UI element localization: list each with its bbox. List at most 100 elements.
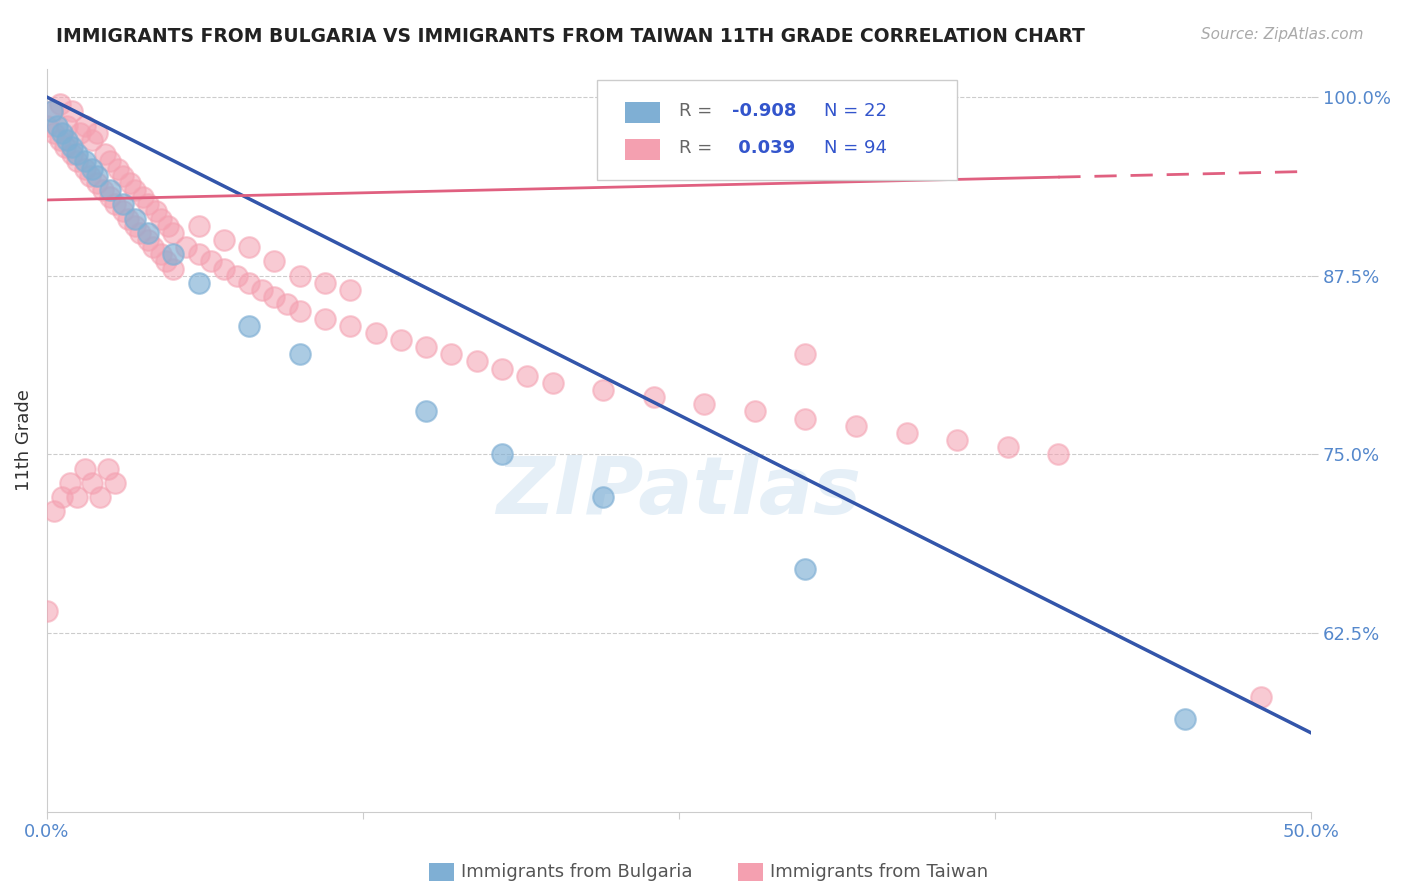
Point <box>60 140 83 154</box>
Point <box>794 411 817 425</box>
Point <box>89 490 111 504</box>
Point <box>491 361 513 376</box>
Point <box>162 226 184 240</box>
Point <box>187 247 209 261</box>
Point <box>174 240 197 254</box>
Point <box>136 226 159 240</box>
Point <box>66 154 89 169</box>
Text: Source: ZipAtlas.com: Source: ZipAtlas.com <box>1201 27 1364 42</box>
Point <box>415 340 437 354</box>
Point <box>91 183 114 197</box>
Text: N = 94: N = 94 <box>824 139 887 157</box>
Point <box>1250 690 1272 705</box>
Point <box>541 376 564 390</box>
Point <box>48 133 70 147</box>
FancyBboxPatch shape <box>598 79 957 180</box>
Point <box>98 190 121 204</box>
Point <box>56 119 79 133</box>
Point <box>794 347 817 361</box>
Point <box>288 304 311 318</box>
Point <box>120 176 142 190</box>
Point <box>82 161 104 176</box>
Point <box>693 397 716 411</box>
Point <box>60 104 83 119</box>
Point <box>97 461 120 475</box>
Point <box>225 268 247 283</box>
Point <box>104 475 127 490</box>
Point <box>51 490 73 504</box>
Point <box>145 204 167 219</box>
Point <box>389 333 412 347</box>
Point <box>69 126 91 140</box>
Point <box>415 404 437 418</box>
Point <box>73 154 96 169</box>
Point <box>44 504 66 518</box>
Point <box>73 161 96 176</box>
Point <box>896 425 918 440</box>
Point <box>82 475 104 490</box>
Point <box>314 311 336 326</box>
Point <box>86 126 108 140</box>
Point <box>276 297 298 311</box>
Point <box>98 154 121 169</box>
Text: N = 22: N = 22 <box>824 102 887 120</box>
Text: ZIPatlas: ZIPatlas <box>496 453 862 531</box>
Point <box>288 268 311 283</box>
Point <box>136 233 159 247</box>
Point <box>66 147 89 161</box>
Point <box>263 254 285 268</box>
Point <box>339 318 361 333</box>
Point <box>187 219 209 233</box>
Point <box>465 354 488 368</box>
Point <box>212 233 235 247</box>
Point <box>51 126 73 140</box>
Bar <box>624 102 659 123</box>
Bar <box>624 139 659 160</box>
Text: 0.039: 0.039 <box>733 139 796 157</box>
Point <box>491 447 513 461</box>
Point <box>136 197 159 211</box>
Point <box>212 261 235 276</box>
Point <box>44 126 66 140</box>
Point <box>845 418 868 433</box>
Point <box>41 104 63 119</box>
Point <box>288 347 311 361</box>
Text: IMMIGRANTS FROM BULGARIA VS IMMIGRANTS FROM TAIWAN 11TH GRADE CORRELATION CHART: IMMIGRANTS FROM BULGARIA VS IMMIGRANTS F… <box>56 27 1085 45</box>
Point <box>56 133 79 147</box>
Point <box>200 254 222 268</box>
Point <box>149 211 172 226</box>
Point <box>53 140 76 154</box>
Point <box>187 276 209 290</box>
Point <box>314 276 336 290</box>
Text: -0.908: -0.908 <box>733 102 797 120</box>
Point <box>111 169 134 183</box>
Point <box>82 133 104 147</box>
Point <box>238 240 260 254</box>
Point <box>35 119 58 133</box>
Point <box>48 97 70 112</box>
Point <box>86 169 108 183</box>
Point <box>744 404 766 418</box>
Y-axis label: 11th Grade: 11th Grade <box>15 389 32 491</box>
Point <box>162 261 184 276</box>
Point <box>129 226 152 240</box>
Point <box>79 169 101 183</box>
Point <box>35 605 58 619</box>
Point <box>104 197 127 211</box>
Point <box>149 247 172 261</box>
Point <box>643 390 665 404</box>
Point <box>111 197 134 211</box>
Point <box>98 183 121 197</box>
Point <box>117 211 139 226</box>
Point <box>946 433 969 447</box>
Text: Immigrants from Taiwan: Immigrants from Taiwan <box>770 863 988 881</box>
Point <box>516 368 538 383</box>
Point <box>94 147 117 161</box>
Point <box>1174 712 1197 726</box>
Point <box>339 283 361 297</box>
Point <box>132 190 155 204</box>
Text: R =: R = <box>679 102 718 120</box>
Point <box>60 147 83 161</box>
Point <box>250 283 273 297</box>
Point <box>66 490 89 504</box>
